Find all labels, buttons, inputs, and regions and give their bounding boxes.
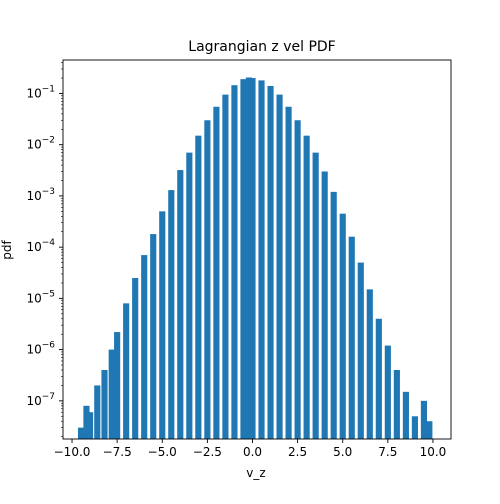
histogram-bar: [411, 416, 418, 439]
y-tick-label: 10−1: [26, 84, 55, 100]
histogram-bar: [150, 234, 157, 439]
x-tick-label: 10.0: [420, 445, 447, 459]
histogram-bar: [141, 255, 148, 439]
x-tick-label: 5.0: [333, 445, 352, 459]
y-axis-label: pdf: [0, 240, 14, 260]
histogram-bar: [231, 85, 238, 439]
histogram-bar: [132, 278, 139, 439]
y-tick-label: 10−2: [26, 136, 55, 152]
histogram-bar: [402, 391, 409, 439]
histogram-bar: [83, 405, 90, 439]
x-tick-label: −5.0: [148, 445, 177, 459]
histogram-bar: [87, 412, 94, 439]
x-tick-label: −7.5: [103, 445, 132, 459]
histogram-bar: [123, 303, 130, 439]
histogram-bar: [393, 370, 400, 439]
histogram-bar: [339, 213, 346, 439]
x-tick-label: −10.0: [54, 445, 91, 459]
histogram-bar: [426, 421, 433, 439]
histogram-bar: [186, 152, 193, 439]
histogram-bar: [222, 94, 229, 440]
histogram-bar: [108, 349, 115, 439]
y-tick-label: 10−3: [26, 187, 55, 203]
histogram-bar: [312, 152, 319, 439]
x-axis-ticks: −10.0 −7.5 −5.0 −2.5 0.0 2.5 5.0 7.5 10.0: [54, 439, 447, 459]
histogram-bar: [77, 427, 85, 439]
histogram-bar: [213, 106, 220, 440]
y-tick-label: 10−5: [26, 289, 55, 305]
histogram-bar: [245, 77, 252, 440]
histogram-bar: [285, 106, 292, 440]
histogram-bar: [159, 211, 166, 439]
y-tick-label: 10−4: [26, 238, 55, 254]
histogram-bar: [101, 370, 108, 439]
histogram-bar: [384, 345, 391, 439]
histogram-bar: [420, 400, 427, 439]
histogram-bar: [195, 135, 202, 440]
histogram-bar: [267, 85, 274, 439]
histogram-bar: [168, 190, 175, 439]
histogram-bar: [330, 191, 337, 439]
histogram-bar: [258, 80, 265, 439]
x-tick-label: −2.5: [193, 445, 222, 459]
histogram-bar: [249, 78, 256, 439]
histogram-bar: [294, 120, 301, 439]
histogram-bar: [321, 171, 328, 440]
x-tick-label: 0.0: [243, 445, 262, 459]
x-tick-label: 7.5: [378, 445, 397, 459]
y-axis-ticks: 10−7 10−6 10−5 10−4 10−3 10−2 10−1: [26, 62, 63, 437]
histogram-bar: [303, 135, 310, 440]
chart-title: Lagrangian z vel PDF: [188, 39, 335, 55]
histogram-bar: [94, 385, 101, 439]
x-tick-label: 2.5: [288, 445, 307, 459]
x-axis-label: v_z: [246, 466, 265, 480]
histogram-bar: [357, 262, 364, 439]
histogram-bar: [375, 318, 382, 439]
y-tick-label: 10−6: [26, 341, 55, 357]
histogram-bar: [366, 289, 373, 439]
y-tick-label: 10−7: [26, 392, 55, 408]
histogram-bar: [204, 120, 211, 439]
histogram-bar: [240, 79, 247, 440]
histogram-bar: [348, 236, 355, 439]
histogram-bar: [276, 94, 283, 440]
histogram-bar: [114, 332, 121, 439]
histogram-bars: [77, 77, 433, 440]
histogram-bar: [177, 170, 184, 440]
